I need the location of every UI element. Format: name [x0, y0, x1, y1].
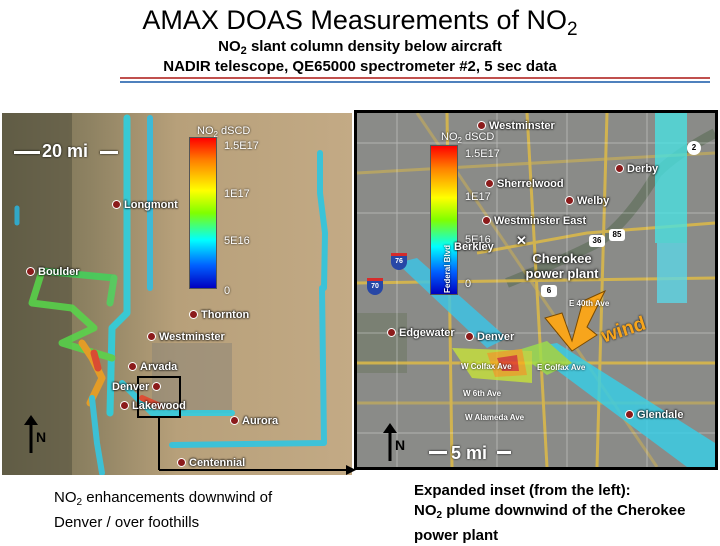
- city-longmont: Longmont: [112, 199, 178, 211]
- right-colorbar-label-max: 1.5E17: [465, 148, 500, 160]
- city-lakewood: Lakewood: [120, 400, 186, 412]
- city-denver: Denver: [112, 381, 164, 393]
- city-marker-icon: [120, 401, 129, 410]
- right-colorbar-label-mid: 1E17: [465, 191, 491, 203]
- subtitle-line-1: NO2 slant column density below aircraft: [218, 38, 502, 57]
- left-regional-map: 20 mi NO2 dSCD 1.5E17 1E17 5E16 0 Longmo…: [2, 113, 352, 475]
- left-north-label: N: [36, 429, 47, 445]
- city-marker-icon: [112, 200, 121, 209]
- left-scale-label: 20 mi: [42, 141, 89, 161]
- right-colorbar: [430, 145, 458, 295]
- right-scale-label: 5 mi: [451, 443, 488, 463]
- city-marker-icon: [26, 267, 35, 276]
- city-berkley: Berkley: [454, 241, 494, 253]
- road-w-6th: W 6th Ave: [463, 389, 502, 398]
- right-scale-bar-right: [497, 451, 511, 454]
- left-colorbar-label-zero: 0: [224, 285, 231, 297]
- city-marker-icon: [565, 196, 574, 205]
- city-westminster: Westminster: [147, 331, 225, 343]
- road-federal: Federal Blvd: [443, 244, 452, 293]
- right-north-label: N: [395, 437, 406, 453]
- city-aurora: Aurora: [230, 415, 278, 427]
- city-marker-icon: [230, 416, 239, 425]
- road-e-colfax: E Colfax Ave: [537, 363, 586, 372]
- city-marker-icon: [128, 362, 137, 371]
- city-marker-icon: [465, 332, 474, 341]
- left-scale-bar-right: [100, 151, 118, 154]
- north-arrow-icon: [24, 415, 38, 453]
- city-westminster-inset: Westminster: [477, 120, 555, 132]
- city-centennial: Centennial: [177, 457, 245, 469]
- highway-shield-icon: 85: [609, 229, 625, 241]
- left-colorbar-label-mid: 1E17: [224, 188, 250, 200]
- city-derby: Derby: [615, 163, 658, 175]
- caption-right: Expanded inset (from the left): NO2 plume…: [414, 482, 686, 544]
- city-edgewater: Edgewater: [387, 327, 455, 339]
- left-colorbar-label-low: 5E16: [224, 235, 250, 247]
- left-colorbar: [189, 137, 217, 289]
- highway-shield-icon: 2: [687, 141, 701, 155]
- right-map-terrain: [357, 113, 715, 467]
- city-westminster-east: Westminster East: [482, 215, 586, 227]
- right-scale-bar: [429, 451, 447, 454]
- city-marker-icon: [152, 382, 162, 391]
- road-w-alameda: W Alameda Ave: [465, 413, 525, 422]
- highway-shield-icon: 36: [589, 235, 605, 247]
- divider-red: [120, 77, 710, 79]
- city-marker-icon: [482, 216, 491, 225]
- city-marker-icon: [189, 310, 198, 319]
- city-thornton: Thornton: [189, 309, 249, 321]
- city-arvada: Arvada: [128, 361, 177, 373]
- city-marker-icon: [387, 328, 396, 337]
- left-scale-bar: [14, 151, 40, 154]
- city-marker-icon: [147, 332, 156, 341]
- caption-left: NO2 enhancements downwind of Denver / ov…: [54, 489, 273, 531]
- road-e-40th: E 40th Ave: [569, 299, 610, 308]
- city-marker-icon: [177, 458, 186, 467]
- left-colorbar-title: NO2 dSCD: [197, 125, 251, 140]
- highway-shield-icon: 6: [541, 285, 557, 297]
- subtitle-line-2: NADIR telescope, QE65000 spectrometer #2…: [163, 58, 557, 75]
- right-colorbar-label-zero: 0: [465, 278, 472, 290]
- road-w-colfax: W Colfax Ave: [461, 362, 512, 371]
- city-boulder: Boulder: [26, 266, 80, 278]
- left-map-terrain: [2, 113, 352, 475]
- cherokee-plant-label: ✕ Cherokee power plant: [516, 233, 599, 281]
- city-marker-icon: [625, 410, 634, 419]
- interstate-shield-icon: 76: [391, 253, 407, 270]
- city-sherrelwood: Sherrelwood: [485, 178, 564, 190]
- north-arrow-icon: [383, 423, 397, 461]
- city-marker-icon: [615, 164, 624, 173]
- city-welby: Welby: [565, 195, 609, 207]
- interstate-shield-icon: 70: [367, 278, 383, 295]
- right-inset-map: NO2 dSCD 1.5E17 1E17 5E16 0 Westminster …: [354, 110, 718, 470]
- city-denver-inset: Denver: [465, 331, 514, 343]
- divider-blue: [120, 81, 710, 83]
- right-colorbar-title: NO2 dSCD: [441, 131, 495, 146]
- city-marker-icon: [485, 179, 494, 188]
- city-marker-icon: [477, 121, 486, 130]
- right-colorbar-label-low: 5E16: [465, 234, 491, 246]
- city-glendale: Glendale: [625, 409, 683, 421]
- left-colorbar-label-max: 1.5E17: [224, 140, 259, 152]
- slide-title: AMAX DOAS Measurements of NO2: [142, 5, 578, 40]
